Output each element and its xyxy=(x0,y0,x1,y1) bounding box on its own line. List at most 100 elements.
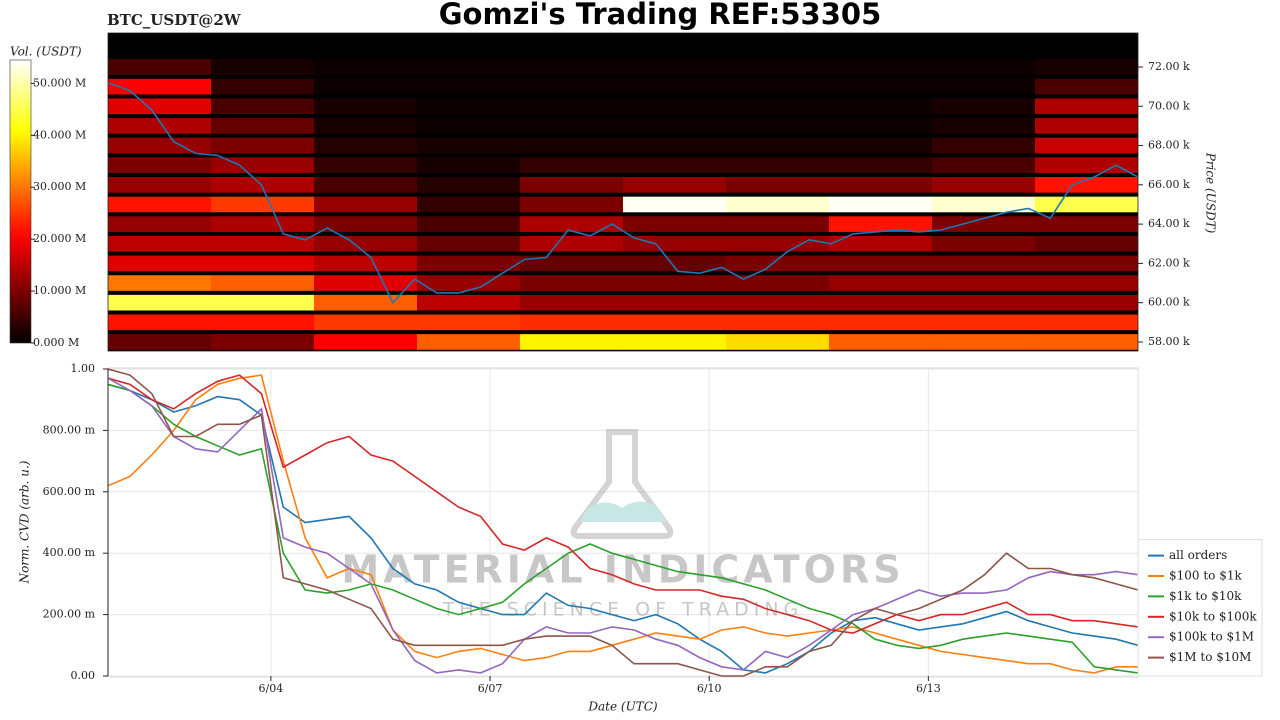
heatmap-cell xyxy=(829,177,933,193)
heatmap-cell xyxy=(1035,137,1138,154)
heatmap-cell xyxy=(520,216,624,232)
heatmap-cell xyxy=(314,78,418,95)
y-tick-label: 72.00 k xyxy=(1148,60,1190,73)
legend-label: $10k to $100k xyxy=(1169,609,1257,623)
heatmap-cell xyxy=(932,137,1036,154)
heatmap-cell xyxy=(108,137,212,154)
colorbar-tick-label: 50.000 M xyxy=(33,76,86,89)
heatmap-cell xyxy=(726,118,830,134)
colorbar-tick-label: 30.000 M xyxy=(33,180,86,193)
heatmap-cell xyxy=(314,137,418,154)
heatmap-cell xyxy=(211,137,315,154)
legend-label: $100k to $1M xyxy=(1169,630,1254,644)
heatmap-cell xyxy=(108,216,212,232)
heatmap-cell xyxy=(726,314,830,331)
heatmap-cell xyxy=(623,78,727,95)
colorbar-label: Vol. (USDT) xyxy=(10,45,82,59)
heatmap-cell xyxy=(108,255,212,272)
legend-label: $1k to $10k xyxy=(1169,589,1242,603)
heatmap-cell xyxy=(417,98,521,115)
heatmap-cell xyxy=(211,118,315,134)
heatmap-cell xyxy=(932,177,1036,193)
heatmap-cell xyxy=(1035,235,1138,252)
heatmap-cell xyxy=(1035,216,1138,232)
watermark-title: MATERIAL INDICATORS xyxy=(341,548,904,592)
heatmap-cell xyxy=(108,196,212,213)
heatmap-cell xyxy=(417,177,521,193)
heatmap-cell xyxy=(623,118,727,134)
heatmap-cell xyxy=(314,294,418,311)
heatmap-cell xyxy=(623,314,727,331)
y-tick-label: 68.00 k xyxy=(1148,139,1190,152)
colorbar xyxy=(9,59,32,344)
heatmap-cell xyxy=(623,59,727,75)
heatmap-cell xyxy=(623,157,727,174)
watermark-logo xyxy=(570,429,674,539)
price-line xyxy=(108,81,1138,305)
heatmap-cell xyxy=(520,334,624,350)
heatmap-cell xyxy=(211,235,315,252)
heatmap-cell xyxy=(417,255,521,272)
heatmap-cell xyxy=(726,98,830,115)
heatmap-cell xyxy=(520,196,624,213)
heatmap-cell xyxy=(314,196,418,213)
heatmap-cell xyxy=(520,275,624,291)
heatmap-cell xyxy=(211,334,315,350)
colorbar-tick-label: 10.000 M xyxy=(33,284,86,297)
heatmap-cell xyxy=(417,216,521,232)
heatmap-frame xyxy=(107,32,1139,352)
heatmap-cell xyxy=(314,118,418,134)
heatmap-cell xyxy=(314,98,418,115)
heatmap-cell xyxy=(211,98,315,115)
heatmap-cell xyxy=(623,137,727,154)
colorbar-tick-label: 0.000 M xyxy=(33,336,79,349)
cvd-plot-area xyxy=(107,367,1139,678)
price-panel: 58.00 k 60.00 k 62.00 k 64.00 k 66.00 k 68.00… xyxy=(107,32,1190,352)
heatmap-cell xyxy=(726,275,830,291)
heatmap-cell xyxy=(623,334,727,350)
cvd-axes: 0.00 200.00 m 400.00 m 600.00 m 800.00 m 1.00… xyxy=(43,362,941,695)
legend-box xyxy=(1137,539,1263,677)
heatmap-cell xyxy=(520,294,624,311)
heatmap-cell xyxy=(108,275,212,291)
y-tick-label: 62.00 k xyxy=(1148,256,1190,269)
heatmap-cell xyxy=(520,137,624,154)
heatmap-cell xyxy=(108,235,212,252)
heatmap-cell xyxy=(520,255,624,272)
heatmap-cell xyxy=(829,157,933,174)
watermark-subtitle: THE SCIENCE OF TRADING xyxy=(442,599,804,621)
y-tick-label: 70.00 k xyxy=(1148,99,1190,112)
heatmap-cell xyxy=(108,78,212,95)
heatmap-cell xyxy=(417,157,521,174)
heatmap-cell xyxy=(829,334,933,350)
legend: all orders $100 to $1k $1k to $10k $10k to … xyxy=(1137,539,1263,677)
heatmap-cell xyxy=(108,98,212,115)
heatmap-cell xyxy=(726,157,830,174)
heatmap-cell xyxy=(108,334,212,350)
heatmap-cell xyxy=(211,196,315,213)
heatmap-cell xyxy=(417,78,521,95)
heatmap-cell xyxy=(1035,157,1138,174)
heatmap-cell xyxy=(417,294,521,311)
heatmap-cell xyxy=(520,98,624,115)
heatmap-cell xyxy=(211,314,315,331)
heatmap-cell xyxy=(211,255,315,272)
cvd-line xyxy=(108,383,1138,674)
heatmap xyxy=(108,59,1138,350)
heatmap-cell xyxy=(520,59,624,75)
cvd-line xyxy=(108,377,1138,674)
heatmap-cell xyxy=(932,255,1036,272)
heatmap-cell xyxy=(932,98,1036,115)
heatmap-cell xyxy=(108,118,212,134)
legend-label: all orders xyxy=(1169,548,1227,562)
y-tick-label: 0.00 xyxy=(71,669,96,682)
heatmap-cell xyxy=(829,118,933,134)
heatmap-cell xyxy=(417,59,521,75)
heatmap-cell xyxy=(211,177,315,193)
heatmap-cell xyxy=(417,334,521,350)
heatmap-cell xyxy=(623,275,727,291)
y-axis-label: Price (USDT) xyxy=(1204,152,1218,234)
heatmap-cell xyxy=(623,235,727,252)
y-tick-label: 60.00 k xyxy=(1148,296,1190,309)
heatmap-cell xyxy=(211,216,315,232)
